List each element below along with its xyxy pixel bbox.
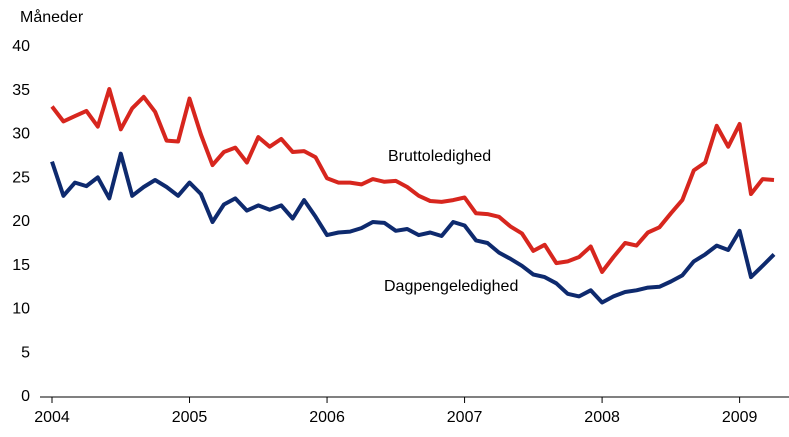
x-tick-label: 2006	[309, 409, 345, 426]
x-tick-label: 2007	[447, 409, 483, 426]
x-tick-label: 2004	[34, 409, 70, 426]
x-tick-label: 2009	[722, 409, 758, 426]
y-tick-label: 5	[21, 344, 30, 361]
y-tick-label: 40	[12, 38, 30, 55]
y-axis-label: Måneder	[20, 8, 84, 26]
x-tick-label: 2008	[584, 409, 620, 426]
y-tick-label: 35	[12, 82, 30, 99]
series-label: Bruttoledighed	[388, 148, 491, 165]
y-tick-label: 30	[12, 126, 30, 143]
y-tick-label: 20	[12, 213, 30, 230]
series-line	[50, 151, 776, 305]
y-tick-label: 10	[12, 301, 30, 318]
y-tick-label: 0	[21, 388, 30, 405]
series-label: Dagpengeledighed	[384, 278, 518, 295]
x-tick-label: 2005	[172, 409, 208, 426]
y-tick-label: 15	[12, 257, 30, 274]
series-line	[50, 87, 775, 274]
y-tick-label: 25	[12, 169, 30, 186]
